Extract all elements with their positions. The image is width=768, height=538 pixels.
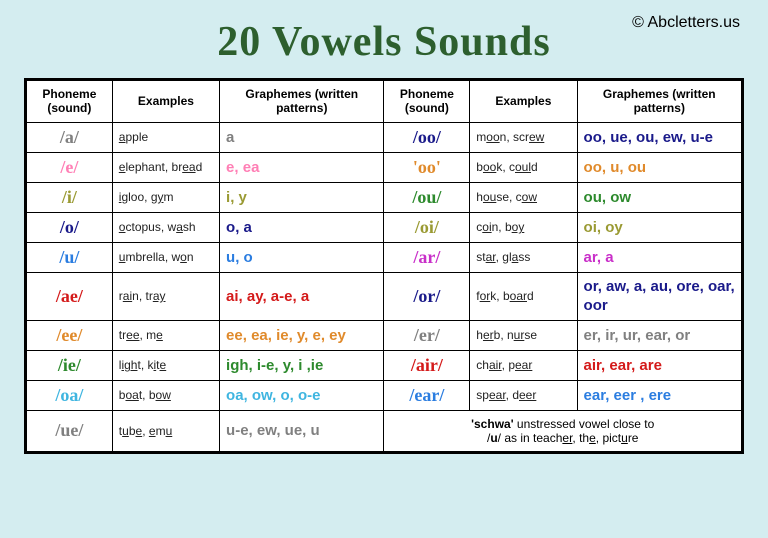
graphemes-cell: e, ea <box>220 152 384 182</box>
phoneme-cell: /ae/ <box>27 272 113 320</box>
graphemes-cell: u, o <box>220 242 384 272</box>
graphemes-cell: o, a <box>220 212 384 242</box>
examples-cell: umbrella, won <box>112 242 219 272</box>
phoneme-cell: /e/ <box>27 152 113 182</box>
examples-cell: octopus, wash <box>112 212 219 242</box>
table-row: /i/igloo, gymi, y/ou/house, cowou, ow <box>27 182 742 212</box>
examples-cell: house, cow <box>470 182 577 212</box>
phoneme-cell: /oo/ <box>384 122 470 152</box>
table-row: /a/applea/oo/moon, screwoo, ue, ou, ew, … <box>27 122 742 152</box>
header-examples-2: Examples <box>470 81 577 123</box>
examples-cell: coin, boy <box>470 212 577 242</box>
graphemes-cell: er, ir, ur, ear, or <box>577 320 741 350</box>
table-row: /e/elephant, breade, ea'oo'book, couldoo… <box>27 152 742 182</box>
header-phoneme-1: Phoneme (sound) <box>27 81 113 123</box>
graphemes-cell: a <box>220 122 384 152</box>
phoneme-cell: /u/ <box>27 242 113 272</box>
graphemes-cell: igh, i-e, y, i ,ie <box>220 350 384 380</box>
table-row: /ue/tube, emuu-e, ew, ue, u'schwa' unstr… <box>27 410 742 451</box>
table-row: /oa/boat, bowoa, ow, o, o-e/ear/spear, d… <box>27 380 742 410</box>
examples-cell: chair, pear <box>470 350 577 380</box>
graphemes-cell: ar, a <box>577 242 741 272</box>
graphemes-cell: i, y <box>220 182 384 212</box>
phoneme-cell: /ar/ <box>384 242 470 272</box>
examples-cell: boat, bow <box>112 380 219 410</box>
graphemes-cell: oi, oy <box>577 212 741 242</box>
graphemes-cell: u-e, ew, ue, u <box>220 410 384 451</box>
phoneme-cell: /ou/ <box>384 182 470 212</box>
header-graphemes-2: Graphemes (written patterns) <box>577 81 741 123</box>
graphemes-cell: or, aw, a, au, ore, oar, oor <box>577 272 741 320</box>
graphemes-cell: ear, eer , ere <box>577 380 741 410</box>
graphemes-cell: oo, ue, ou, ew, u-e <box>577 122 741 152</box>
examples-cell: tree, me <box>112 320 219 350</box>
examples-cell: fork, board <box>470 272 577 320</box>
examples-cell: tube, emu <box>112 410 219 451</box>
vowel-table-container: Phoneme (sound) Examples Graphemes (writ… <box>24 78 744 454</box>
graphemes-cell: oo, u, ou <box>577 152 741 182</box>
examples-cell: elephant, bread <box>112 152 219 182</box>
graphemes-cell: air, ear, are <box>577 350 741 380</box>
graphemes-cell: ou, ow <box>577 182 741 212</box>
examples-cell: apple <box>112 122 219 152</box>
phoneme-cell: /or/ <box>384 272 470 320</box>
header-examples-1: Examples <box>112 81 219 123</box>
examples-cell: rain, tray <box>112 272 219 320</box>
examples-cell: book, could <box>470 152 577 182</box>
phoneme-cell: /ear/ <box>384 380 470 410</box>
table-row: /ae/rain, trayai, ay, a-e, a/or/fork, bo… <box>27 272 742 320</box>
phoneme-cell: /o/ <box>27 212 113 242</box>
table-body: /a/applea/oo/moon, screwoo, ue, ou, ew, … <box>27 122 742 451</box>
graphemes-cell: ee, ea, ie, y, e, ey <box>220 320 384 350</box>
phoneme-cell: /oi/ <box>384 212 470 242</box>
phoneme-cell: /er/ <box>384 320 470 350</box>
phoneme-cell: /ue/ <box>27 410 113 451</box>
phoneme-cell: /air/ <box>384 350 470 380</box>
phoneme-cell: /ee/ <box>27 320 113 350</box>
header-graphemes-1: Graphemes (written patterns) <box>220 81 384 123</box>
phoneme-cell: /a/ <box>27 122 113 152</box>
examples-cell: herb, nurse <box>470 320 577 350</box>
header-row: Phoneme (sound) Examples Graphemes (writ… <box>27 81 742 123</box>
schwa-note: 'schwa' unstressed vowel close to/u/ as … <box>384 410 742 451</box>
examples-cell: star, glass <box>470 242 577 272</box>
table-row: /ee/tree, meee, ea, ie, y, e, ey/er/herb… <box>27 320 742 350</box>
vowel-sounds-table: Phoneme (sound) Examples Graphemes (writ… <box>26 80 742 452</box>
examples-cell: light, kite <box>112 350 219 380</box>
table-row: /u/umbrella, wonu, o/ar/star, glassar, a <box>27 242 742 272</box>
phoneme-cell: 'oo' <box>384 152 470 182</box>
copyright-text: © Abcletters.us <box>632 14 740 32</box>
phoneme-cell: /ie/ <box>27 350 113 380</box>
graphemes-cell: oa, ow, o, o-e <box>220 380 384 410</box>
examples-cell: moon, screw <box>470 122 577 152</box>
examples-cell: spear, deer <box>470 380 577 410</box>
table-row: /o/octopus, washo, a/oi/coin, boyoi, oy <box>27 212 742 242</box>
phoneme-cell: /i/ <box>27 182 113 212</box>
examples-cell: igloo, gym <box>112 182 219 212</box>
graphemes-cell: ai, ay, a-e, a <box>220 272 384 320</box>
table-row: /ie/light, kiteigh, i-e, y, i ,ie/air/ch… <box>27 350 742 380</box>
header-phoneme-2: Phoneme (sound) <box>384 81 470 123</box>
phoneme-cell: /oa/ <box>27 380 113 410</box>
